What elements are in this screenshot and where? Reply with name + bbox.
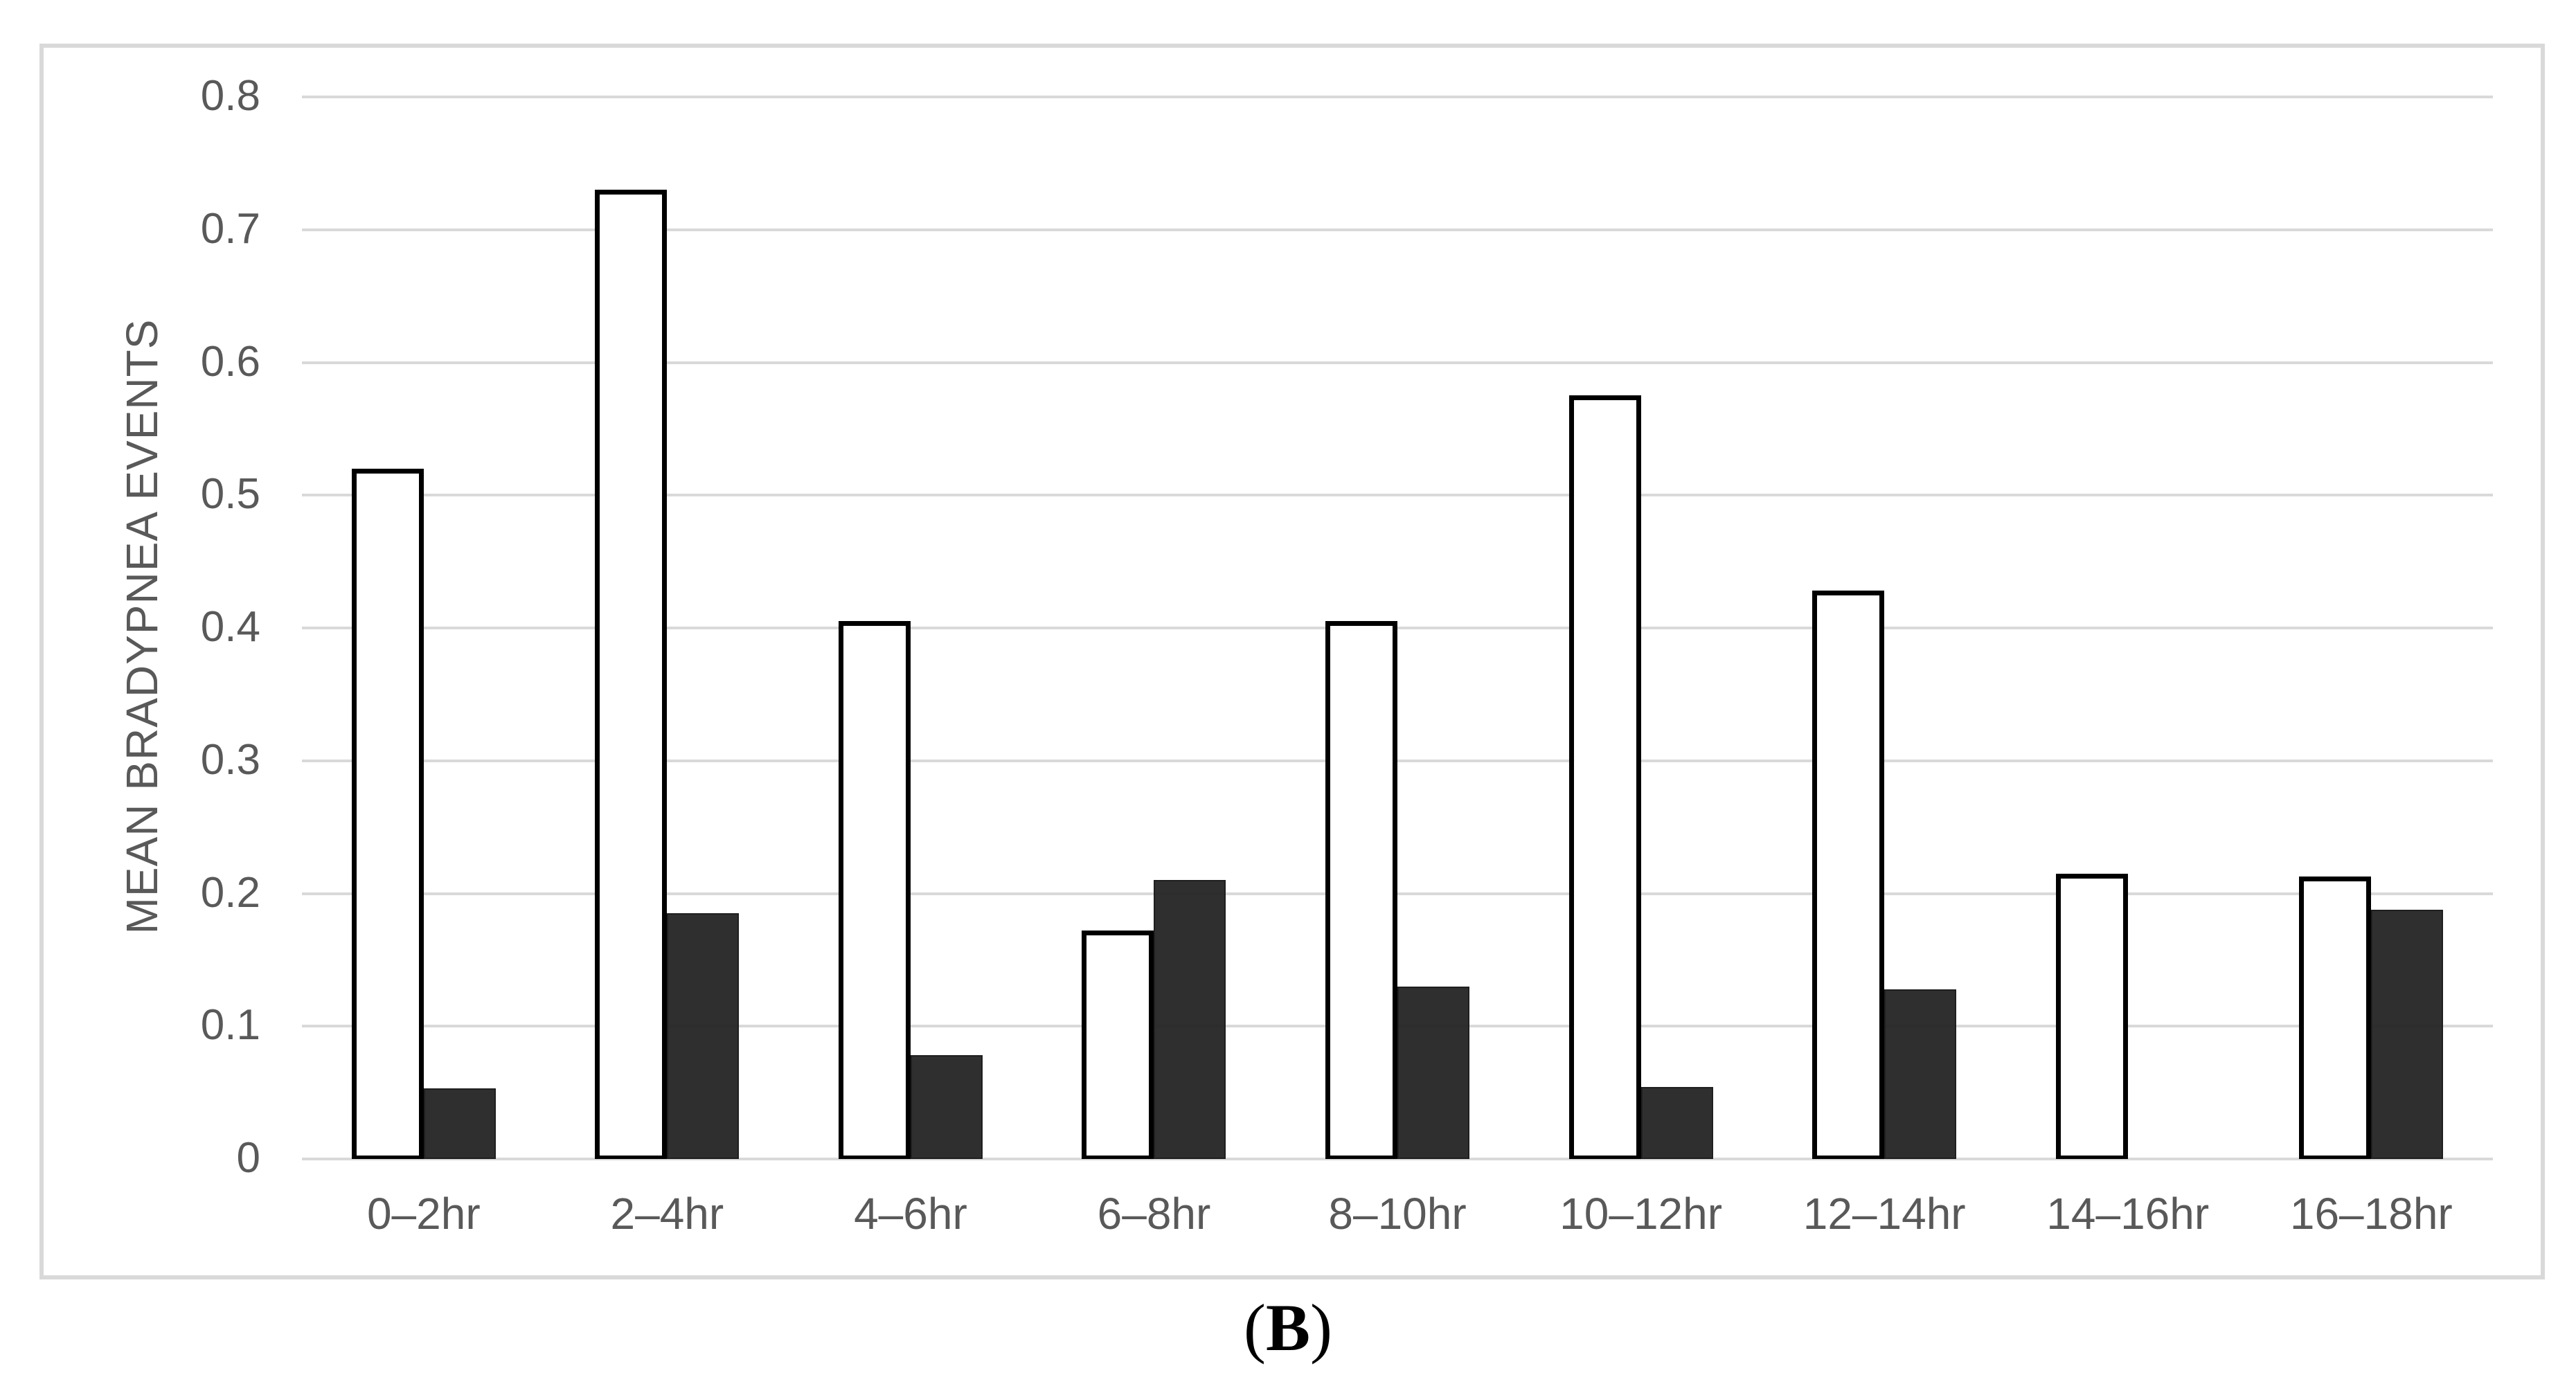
y-tick-label-0.4: 0.4 (200, 603, 260, 651)
x-axis-label-8-10hr: 8–10hr (1328, 1189, 1467, 1239)
bar-white-bars-12-14hr (1812, 591, 1885, 1159)
bar-white-bars-4-6hr (838, 621, 911, 1159)
y-axis-title: MEAN BRADYPNEA EVENTS (117, 318, 167, 935)
y-tick-label-0.7: 0.7 (200, 204, 260, 253)
plot-area: 0 0.1 0.2 0.3 0.4 0.5 0.6 0.7 0.8 0–2hr 2–4hr 4–6hr… (201, 72, 2494, 1239)
y-tick-label-0: 0 (236, 1134, 260, 1183)
caption-close-paren: ) (1310, 1291, 1332, 1365)
y-tick-label-0.3: 0.3 (200, 735, 260, 784)
category-group-14-16hr: 14–16hr (2006, 97, 2250, 1239)
y-tick-label-0.8: 0.8 (200, 72, 260, 120)
bar-black-bars-4-6hr (910, 1055, 983, 1159)
gridline-0.8 (302, 96, 2493, 98)
bar-white-bars-8-10hr (1325, 621, 1398, 1159)
x-axis-label-0-2hr: 0–2hr (366, 1189, 481, 1239)
gridline-0.6 (302, 361, 2493, 364)
x-axis-label-2-4hr: 2–4hr (610, 1189, 724, 1239)
figure-frame: 0 0.1 0.2 0.3 0.4 0.5 0.6 0.7 0.8 0–2hr 2–4hr 4–6hr… (39, 44, 2545, 1279)
figure-caption: (B) (1244, 1289, 1332, 1366)
bar-white-bars-6-8hr (1082, 931, 1154, 1159)
bar-white-bars-14-16hr (2055, 873, 2128, 1159)
x-axis-label-16-18hr: 16–18hr (2289, 1189, 2453, 1239)
x-axis-label-14-16hr: 14–16hr (2046, 1189, 2210, 1239)
caption-open-paren: ( (1244, 1291, 1266, 1365)
category-group-2-4hr: 2–4hr (546, 97, 789, 1239)
y-tick-label-0.2: 0.2 (200, 868, 260, 917)
bar-black-bars-8-10hr (1397, 986, 1470, 1159)
bar-white-bars-16-18hr (2299, 876, 2372, 1159)
gridline-0.7 (302, 228, 2493, 231)
bar-white-bars-2-4hr (595, 190, 668, 1159)
x-axis-label-10-12hr: 10–12hr (1559, 1189, 1723, 1239)
category-group-12-14hr: 12–14hr (1762, 97, 2006, 1239)
category-group-6-8hr: 6–8hr (1032, 97, 1276, 1239)
category-group-0-2hr: 0–2hr (302, 97, 546, 1239)
bar-black-bars-10-12hr (1640, 1087, 1713, 1159)
category-group-8-10hr: 8–10hr (1276, 97, 1519, 1239)
y-tick-label-0.1: 0.1 (200, 1001, 260, 1050)
x-axis-label-6-8hr: 6–8hr (1097, 1189, 1211, 1239)
bar-black-bars-6-8hr (1154, 880, 1226, 1159)
bar-black-bars-16-18hr (2371, 909, 2444, 1159)
bar-groups: 0–2hr 2–4hr 4–6hr 6–8hr 8–10hr 10–12hr 12–14hr… (302, 97, 2494, 1239)
x-axis-label-12-14hr: 12–14hr (1803, 1189, 1966, 1239)
category-group-10-12hr: 10–12hr (1519, 97, 1763, 1239)
bar-black-bars-2-4hr (667, 913, 740, 1159)
gridline-0 (302, 1158, 2493, 1160)
y-tick-label-0.5: 0.5 (200, 470, 260, 519)
bar-black-bars-0-2hr (423, 1088, 496, 1159)
x-axis-label-4-6hr: 4–6hr (854, 1189, 967, 1239)
bar-white-bars-10-12hr (1568, 395, 1641, 1159)
category-group-4-6hr: 4–6hr (789, 97, 1032, 1239)
gridline-0.5 (302, 494, 2493, 497)
bar-black-bars-12-14hr (1884, 989, 1957, 1159)
bar-white-bars-0-2hr (351, 468, 424, 1159)
caption-letter: B (1265, 1291, 1311, 1365)
category-group-16-18hr: 16–18hr (2250, 97, 2494, 1239)
y-tick-label-0.6: 0.6 (200, 337, 260, 386)
